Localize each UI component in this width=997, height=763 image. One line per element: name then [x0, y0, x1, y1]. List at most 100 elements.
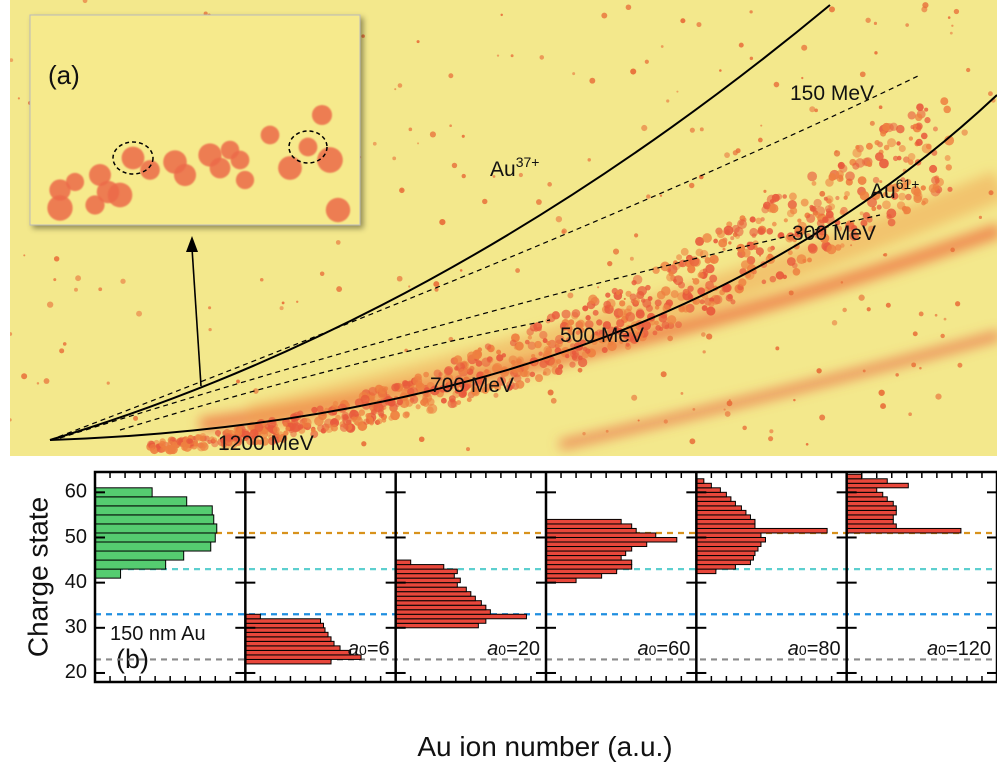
- dot: [369, 421, 374, 426]
- dot: [882, 200, 891, 210]
- dot: [423, 371, 429, 378]
- dot: [561, 228, 567, 234]
- bar: [846, 473, 863, 480]
- label-text: =6: [367, 638, 390, 660]
- bar: [695, 496, 732, 502]
- dot: [988, 190, 994, 196]
- label-symbol: a: [348, 638, 359, 660]
- dot: [895, 373, 899, 377]
- bar: [695, 568, 717, 575]
- dot: [361, 441, 367, 447]
- dot: [601, 347, 608, 354]
- dot: [82, 0, 88, 4]
- dot: [448, 73, 454, 79]
- dot: [253, 388, 259, 394]
- dot: [571, 309, 581, 318]
- dot: [880, 403, 887, 410]
- dot: [220, 140, 240, 160]
- dot: [461, 134, 465, 138]
- dot: [761, 279, 767, 285]
- dot: [195, 434, 203, 442]
- dot: [619, 339, 624, 344]
- dot: [885, 302, 891, 308]
- dot: [823, 196, 828, 201]
- dot: [625, 342, 630, 347]
- dot: [155, 443, 161, 449]
- dot: [484, 343, 492, 350]
- bar: [545, 573, 603, 579]
- bar: [395, 600, 482, 606]
- dot: [760, 124, 763, 127]
- dot: [957, 362, 963, 368]
- dot: [907, 152, 916, 161]
- dot: [549, 358, 559, 368]
- dot: [259, 277, 264, 282]
- bar: [244, 627, 326, 633]
- dot: [880, 130, 887, 137]
- dot: [890, 192, 899, 200]
- bar: [395, 573, 455, 579]
- dot: [493, 392, 499, 398]
- dot: [912, 331, 918, 337]
- dot: [695, 248, 704, 257]
- dot: [915, 138, 923, 146]
- dot: [680, 18, 686, 24]
- dot: [412, 375, 423, 386]
- dot: [896, 141, 901, 146]
- dot: [408, 285, 411, 288]
- dot: [584, 320, 594, 329]
- dot: [931, 176, 940, 185]
- dot: [10, 332, 13, 336]
- dot: [826, 198, 832, 204]
- dot: [850, 244, 853, 247]
- dot: [775, 193, 783, 200]
- dot: [943, 105, 951, 114]
- dot: [852, 148, 862, 158]
- dot: [535, 374, 544, 383]
- label-symbol: a: [927, 638, 938, 660]
- bar: [545, 532, 657, 538]
- dot: [417, 142, 420, 145]
- dot: [567, 292, 574, 299]
- dot: [773, 81, 780, 88]
- dot: [904, 178, 912, 186]
- dot: [361, 34, 365, 38]
- dot: [874, 51, 878, 55]
- dot: [805, 442, 809, 446]
- dot: [822, 216, 829, 223]
- dot: [797, 218, 802, 223]
- bar: [545, 518, 622, 525]
- dot: [708, 300, 715, 308]
- dot: [660, 261, 670, 272]
- dot: [860, 219, 868, 227]
- dot: [852, 162, 860, 170]
- dot: [689, 438, 696, 445]
- dot: [632, 274, 643, 285]
- bar: [695, 527, 828, 534]
- dot: [443, 373, 454, 384]
- dot: [814, 212, 821, 219]
- dot: [630, 68, 637, 75]
- dot: [246, 435, 256, 446]
- dot: [935, 393, 942, 400]
- dot: [811, 181, 817, 186]
- bar: [695, 505, 742, 511]
- dot: [855, 145, 860, 150]
- bar: [695, 550, 756, 557]
- bar: [695, 482, 712, 489]
- dot: [641, 124, 648, 132]
- dot: [629, 293, 637, 301]
- dot: [106, 381, 110, 385]
- dot: [801, 76, 804, 80]
- dot: [769, 429, 774, 434]
- dot: [757, 137, 763, 143]
- dot: [508, 355, 518, 365]
- dot: [85, 195, 105, 215]
- dot: [866, 161, 873, 167]
- dot: [558, 364, 564, 370]
- bar: [695, 546, 759, 552]
- bar: [545, 568, 618, 575]
- bar: [695, 564, 736, 570]
- dot: [731, 224, 740, 233]
- dot: [301, 417, 312, 428]
